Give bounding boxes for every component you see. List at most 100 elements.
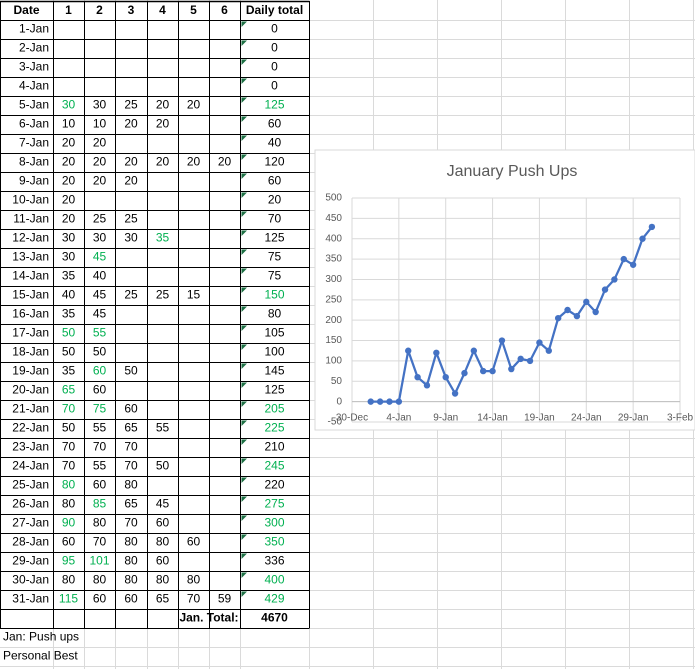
- value-cell: 35: [62, 307, 76, 321]
- value-cell: 70: [124, 440, 138, 454]
- date-cell: 7-Jan: [19, 136, 49, 150]
- error-indicator: [241, 230, 247, 236]
- value-cell: 400: [264, 573, 284, 587]
- value-cell: 20: [93, 155, 107, 169]
- value-cell: 30: [62, 250, 76, 264]
- value-cell: 35: [62, 269, 76, 283]
- value-cell: 20: [62, 136, 76, 150]
- x-tick-label: 4-Jan: [386, 412, 411, 423]
- marker: [508, 365, 515, 373]
- error-indicator: [241, 401, 247, 407]
- error-indicator: [241, 515, 247, 521]
- value-cell: 60: [93, 478, 107, 492]
- error-indicator: [241, 21, 247, 27]
- value-cell: 0: [271, 41, 278, 55]
- date-cell: 9-Jan: [19, 174, 49, 188]
- note: Personal Best: [3, 649, 78, 663]
- value-cell: 20: [124, 155, 138, 169]
- marker: [573, 312, 581, 320]
- value-cell: 20: [156, 117, 170, 131]
- date-cell: 12-Jan: [12, 231, 49, 245]
- y-tick-label: 400: [325, 233, 342, 244]
- value-cell: 60: [62, 535, 76, 549]
- value-cell: 45: [93, 250, 107, 264]
- value-cell: 65: [124, 497, 138, 511]
- value-cell: 125: [264, 98, 284, 112]
- error-indicator: [241, 572, 247, 578]
- date-cell: 10-Jan: [12, 193, 49, 207]
- value-cell: 60: [156, 554, 170, 568]
- value-cell: 70: [124, 516, 138, 530]
- date-cell: 3-Jan: [19, 60, 49, 74]
- value-cell: 75: [93, 402, 107, 416]
- x-tick-label: 9-Jan: [433, 412, 458, 423]
- error-indicator: [241, 287, 247, 293]
- value-cell: 50: [93, 345, 107, 359]
- error-indicator: [241, 344, 247, 350]
- value-cell: 30: [93, 231, 107, 245]
- date-cell: 1-Jan: [19, 22, 49, 36]
- x-tick-label: 24-Jan: [571, 412, 602, 423]
- header-cell: 3: [128, 3, 135, 17]
- error-indicator: [241, 458, 247, 464]
- marker: [648, 223, 656, 231]
- value-cell: 429: [264, 592, 284, 606]
- value-cell: 25: [124, 288, 138, 302]
- error-indicator: [241, 40, 247, 46]
- value-cell: 30: [124, 231, 138, 245]
- value-cell: 80: [62, 478, 76, 492]
- x-tick-label: 29-Jan: [618, 412, 649, 423]
- value-cell: 300: [264, 516, 284, 530]
- value-cell: 30: [93, 98, 107, 112]
- value-cell: 336: [264, 554, 284, 568]
- error-indicator: [241, 325, 247, 331]
- value-cell: 55: [156, 421, 170, 435]
- value-cell: 60: [93, 383, 107, 397]
- marker: [423, 382, 431, 389]
- marker: [601, 286, 609, 293]
- date-cell: 21-Jan: [12, 402, 49, 416]
- error-indicator: [241, 439, 247, 445]
- error-indicator: [241, 59, 247, 65]
- marker: [376, 398, 384, 405]
- marker: [386, 398, 393, 405]
- header-cell: 4: [159, 3, 166, 17]
- value-cell: 60: [156, 516, 170, 530]
- value-cell: 0: [271, 60, 278, 74]
- value-cell: 80: [124, 554, 138, 568]
- value-cell: 20: [124, 117, 138, 131]
- value-cell: 145: [264, 364, 284, 378]
- value-cell: 350: [264, 535, 284, 549]
- value-cell: 105: [264, 326, 284, 340]
- value-cell: 20: [187, 155, 201, 169]
- y-tick-label: -50: [328, 417, 343, 428]
- value-cell: 75: [268, 269, 282, 283]
- error-indicator: [241, 78, 247, 84]
- header-cell: Daily total: [246, 3, 303, 17]
- marker: [480, 367, 487, 375]
- date-cell: 30-Jan: [12, 573, 49, 587]
- y-tick-label: 250: [325, 294, 342, 305]
- date-cell: 4-Jan: [19, 79, 49, 93]
- marker: [470, 347, 478, 354]
- date-cell: 22-Jan: [12, 421, 49, 435]
- value-cell: 65: [62, 383, 76, 397]
- value-cell: 0: [271, 22, 278, 36]
- value-cell: 125: [264, 231, 284, 245]
- marker: [536, 339, 543, 346]
- value-cell: 60: [187, 535, 201, 549]
- value-cell: 70: [93, 535, 107, 549]
- y-tick-label: 450: [325, 213, 342, 224]
- value-cell: 75: [268, 250, 282, 264]
- value-cell: 70: [93, 440, 107, 454]
- value-cell: 65: [124, 421, 138, 435]
- value-cell: 60: [124, 402, 138, 416]
- marker: [620, 255, 627, 263]
- error-indicator: [241, 553, 247, 559]
- value-cell: 20: [156, 98, 170, 112]
- value-cell: 20: [124, 174, 138, 188]
- value-cell: 55: [93, 459, 107, 473]
- x-tick-label: 30-Dec: [336, 412, 368, 423]
- note: Jan: Push ups: [3, 630, 79, 644]
